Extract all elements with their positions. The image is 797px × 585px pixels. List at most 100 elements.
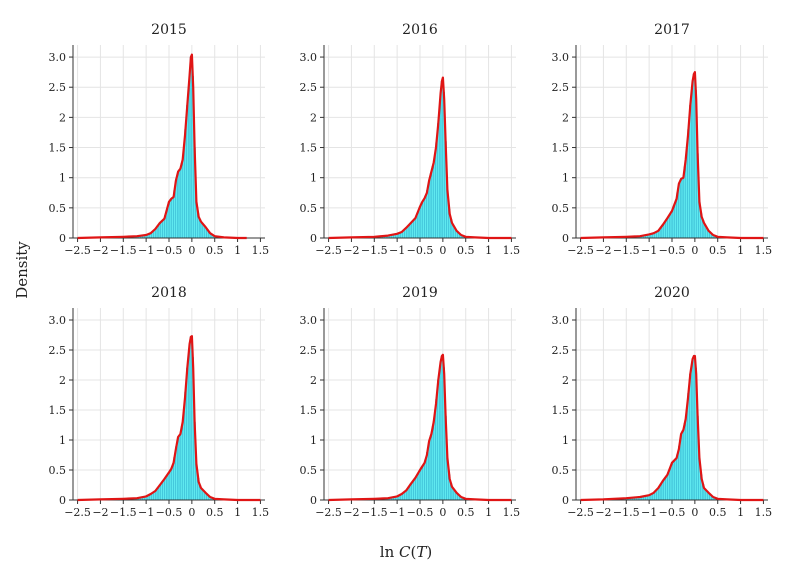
panel-2020: −2.5 −2 −1.5 −1 −0.5 0 0.5 1 1.5 0 0.5 1 1.5 2 2.5 3.0 2… (552, 285, 773, 519)
y-tick-label: 2 (59, 111, 66, 124)
histogram-bar (674, 201, 677, 239)
y-tick-label: 1 (59, 172, 66, 185)
x-tick-label: −1 (389, 506, 405, 519)
y-tick-label: 2.5 (552, 344, 570, 357)
histogram-bar (691, 85, 694, 239)
y-tick-label: 0.5 (49, 202, 67, 215)
x-axis-title-open-paren: ( (410, 543, 416, 561)
histogram-bar (433, 156, 436, 239)
x-tick-label: −0.5 (659, 244, 686, 257)
x-tick-label: 1.5 (503, 244, 521, 257)
histogram-bar (429, 435, 433, 501)
histogram-bar (180, 163, 183, 239)
y-tick-label: 2 (310, 111, 317, 124)
y-tick-label: 0 (310, 494, 317, 507)
x-axis-title-variable: C (399, 543, 411, 561)
panel-title: 2018 (151, 285, 187, 301)
histogram-bar (171, 465, 174, 501)
x-tick-label: 0 (691, 506, 698, 519)
histogram-bar (676, 454, 679, 501)
histogram-bar (169, 469, 172, 501)
x-tick-label: −0.5 (407, 506, 434, 519)
histogram-bar (411, 481, 414, 501)
y-tick-label: 0 (562, 232, 569, 245)
x-tick-label: 1.5 (755, 244, 773, 257)
x-tick-label: 0.5 (709, 244, 727, 257)
y-tick-label: 0.5 (300, 464, 318, 477)
y-tick-label: 2 (562, 374, 569, 387)
histogram (354, 80, 473, 239)
panel-title: 2020 (654, 285, 690, 301)
x-tick-label: −1.5 (361, 244, 388, 257)
density-curve (580, 354, 764, 502)
histogram-bar (187, 80, 191, 239)
histogram-bar (670, 210, 674, 239)
histogram (103, 336, 222, 501)
histogram-bar (169, 199, 172, 239)
y-tick-label: 2.5 (49, 81, 67, 94)
histogram-bar (433, 414, 436, 501)
x-tick-label: −2 (92, 506, 108, 519)
panel-title: 2017 (654, 22, 690, 38)
y-tick-label: 3.0 (300, 314, 318, 327)
x-tick-label: −1.5 (613, 506, 640, 519)
panel-2015: −2.5 −2 −1.5 −1 −0.5 0 0.5 1 1.5 0 0.5 1 1.5 2 2.5 3.0 2… (49, 22, 270, 257)
x-tick-label: 0 (439, 244, 446, 257)
histogram-bar (418, 206, 422, 239)
x-tick-label: 1.5 (755, 506, 773, 519)
x-tick-label: −0.5 (156, 244, 183, 257)
histogram-bar (663, 478, 666, 501)
histogram-bar (670, 462, 674, 501)
y-tick-label: 0 (59, 494, 66, 507)
x-tick-label: −2.5 (567, 506, 594, 519)
x-tick-label: −2.5 (315, 244, 342, 257)
x-tick-label: 1 (737, 506, 744, 519)
histogram-bar (180, 426, 183, 501)
histogram-bar (692, 355, 696, 501)
x-tick-label: −0.5 (659, 506, 686, 519)
panel-title: 2016 (402, 22, 438, 38)
x-tick-label: 0 (188, 506, 195, 519)
x-tick-label: 1 (234, 244, 241, 257)
histogram (605, 355, 725, 501)
panel-2018: −2.5 −2 −1.5 −1 −0.5 0 0.5 1 1.5 0 0.5 1 1.5 2 2.5 3.0 2… (49, 285, 270, 519)
x-tick-label: −1.5 (361, 506, 388, 519)
density-curve (580, 70, 764, 240)
x-axis-title-prefix: ln (380, 543, 399, 561)
histogram-bar (418, 469, 422, 501)
histogram-bar (178, 434, 182, 501)
histogram-bar (440, 80, 444, 239)
panel-grid: −2.5 −2 −1.5 −1 −0.5 0 0.5 1 1.500.511.522.53.02… (49, 22, 773, 519)
histogram-bar (672, 460, 675, 501)
x-tick-label: −2 (92, 244, 108, 257)
y-tick-label: 3.0 (300, 51, 318, 64)
histogram-bar (680, 178, 683, 239)
y-tick-label: 0 (562, 494, 569, 507)
x-tick-label: 1.5 (503, 506, 521, 519)
x-tick-label: 0 (691, 244, 698, 257)
x-tick-label: 0.5 (709, 506, 727, 519)
histogram-bar (167, 472, 171, 501)
histogram-bar (164, 477, 167, 501)
histogram-bar (171, 197, 174, 239)
histogram-bar (417, 472, 420, 501)
y-tick-label: 2.5 (300, 344, 318, 357)
histogram-bar (420, 466, 423, 501)
y-tick-label: 1 (310, 434, 317, 447)
x-tick-label: −1 (138, 506, 154, 519)
histogram-bar (160, 221, 163, 239)
x-tick-label: −1 (641, 244, 657, 257)
histogram-bar (177, 171, 180, 239)
y-tick-label: 2.5 (552, 81, 570, 94)
histogram-bar (431, 426, 434, 501)
x-tick-label: 1.5 (252, 506, 270, 519)
y-tick-label: 1 (59, 434, 66, 447)
y-tick-label: 0.5 (552, 464, 570, 477)
y-tick-label: 1.5 (49, 404, 67, 417)
histogram-bar (413, 218, 416, 239)
x-tick-label: 0 (188, 244, 195, 257)
histogram-bar (166, 474, 169, 501)
y-tick-label: 2 (310, 374, 317, 387)
